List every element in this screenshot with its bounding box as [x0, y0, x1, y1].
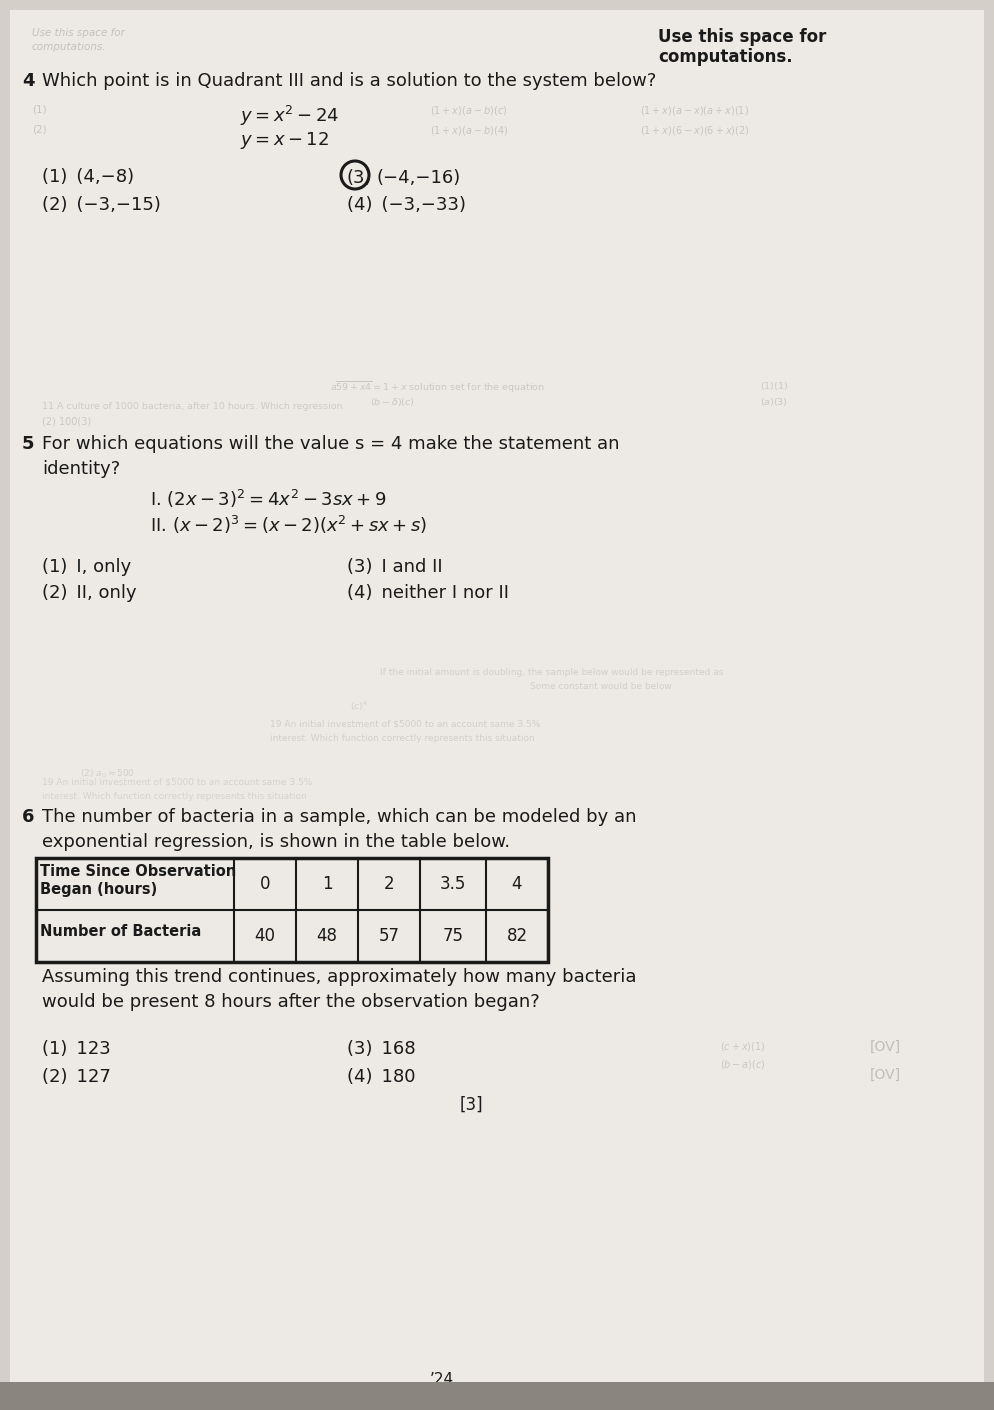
Text: $y = x^2 - 24$: $y = x^2 - 24$: [240, 104, 339, 128]
Text: 0: 0: [259, 876, 270, 893]
Text: (3) I and II: (3) I and II: [347, 558, 442, 577]
Text: $(1+x)(a-b)(c)$: $(1+x)(a-b)(c)$: [430, 104, 507, 117]
Text: interest. Which function correctly represents this situation: interest. Which function correctly repre…: [270, 735, 535, 743]
Text: computations.: computations.: [658, 48, 792, 66]
Text: 4: 4: [512, 876, 522, 893]
Text: (4) (−3,−33): (4) (−3,−33): [347, 196, 466, 214]
Text: 19 An initial investment of $5000 to an account same 3.5%: 19 An initial investment of $5000 to an …: [270, 721, 541, 729]
Text: 48: 48: [316, 926, 338, 945]
Text: The number of bacteria in a sample, which can be modeled by an: The number of bacteria in a sample, whic…: [42, 808, 636, 826]
Text: (2) II, only: (2) II, only: [42, 584, 136, 602]
Text: Some constant would be below: Some constant would be below: [530, 682, 672, 691]
FancyBboxPatch shape: [0, 1382, 994, 1410]
Text: For which equations will the value s = 4 make the statement an: For which equations will the value s = 4…: [42, 436, 619, 453]
Text: 1: 1: [322, 876, 332, 893]
Text: $(1+x)(6-x)(6+x)(2)$: $(1+x)(6-x)(6+x)(2)$: [640, 124, 749, 137]
Text: 75: 75: [442, 926, 463, 945]
Text: Use this space for: Use this space for: [32, 28, 125, 38]
Text: $(1+x)(a-b)(4)$: $(1+x)(a-b)(4)$: [430, 124, 508, 137]
Text: $(c+x)(1)$: $(c+x)(1)$: [720, 1041, 765, 1053]
Text: $(b-a)(c)$: $(b-a)(c)$: [720, 1058, 765, 1072]
Text: (2) 100(3): (2) 100(3): [42, 416, 91, 426]
Text: Which point is in Quadrant III and is a solution to the system below?: Which point is in Quadrant III and is a …: [42, 72, 656, 90]
Text: (2): (2): [32, 124, 47, 134]
Text: ’24: ’24: [430, 1372, 454, 1387]
Text: 3.5: 3.5: [439, 876, 466, 893]
Text: 19 An initial investment of $5000 to an account same 3.5%: 19 An initial investment of $5000 to an …: [42, 778, 312, 787]
Text: would be present 8 hours after the observation began?: would be present 8 hours after the obser…: [42, 993, 540, 1011]
Text: 57: 57: [379, 926, 400, 945]
Text: 6: 6: [22, 808, 35, 826]
Text: If the initial amount is doubling, the sample below would be represented as: If the initial amount is doubling, the s…: [380, 668, 724, 677]
Text: (1) 123: (1) 123: [42, 1041, 110, 1058]
Text: (3): (3): [347, 169, 373, 188]
Text: $(a)(3)$: $(a)(3)$: [760, 396, 788, 407]
Text: 2: 2: [384, 876, 395, 893]
Text: [OV]: [OV]: [870, 1041, 902, 1055]
Text: (−4,−16): (−4,−16): [377, 169, 461, 188]
Text: computations.: computations.: [32, 42, 106, 52]
Text: I. $(2x - 3)^2 = 4x^2 - 3sx + 9$: I. $(2x - 3)^2 = 4x^2 - 3sx + 9$: [150, 488, 387, 510]
Text: (2) $a_0 \approx 500$: (2) $a_0 \approx 500$: [80, 768, 135, 781]
Text: [OV]: [OV]: [870, 1067, 902, 1081]
Text: II. $(x - 2)^3 = (x - 2)(x^2 + sx + s)$: II. $(x - 2)^3 = (x - 2)(x^2 + sx + s)$: [150, 515, 427, 536]
Text: $(b-\delta)(c)$: $(b-\delta)(c)$: [370, 396, 414, 407]
FancyBboxPatch shape: [10, 10, 984, 1394]
Text: (1) (4,−8): (1) (4,−8): [42, 168, 134, 186]
Text: Use this space for: Use this space for: [658, 28, 826, 47]
Text: interest. Which function correctly represents this situation: interest. Which function correctly repre…: [42, 792, 307, 801]
Text: (1): (1): [32, 104, 47, 114]
Text: 5: 5: [22, 436, 35, 453]
Text: [3]: [3]: [460, 1096, 484, 1114]
Text: identity?: identity?: [42, 460, 120, 478]
Text: exponential regression, is shown in the table below.: exponential regression, is shown in the …: [42, 833, 510, 852]
Text: 11 A culture of 1000 bacteria, after 10 hours. Which regression: 11 A culture of 1000 bacteria, after 10 …: [42, 402, 343, 410]
Text: (1) I, only: (1) I, only: [42, 558, 131, 577]
Text: (4) 180: (4) 180: [347, 1067, 415, 1086]
Text: $(1)(1)$: $(1)(1)$: [760, 381, 788, 392]
Text: (4) neither I nor II: (4) neither I nor II: [347, 584, 509, 602]
Text: Time Since Observation: Time Since Observation: [40, 864, 237, 878]
Text: 40: 40: [254, 926, 275, 945]
Text: Assuming this trend continues, approximately how many bacteria: Assuming this trend continues, approxima…: [42, 969, 636, 986]
Text: (2) (−3,−15): (2) (−3,−15): [42, 196, 161, 214]
Text: (3) 168: (3) 168: [347, 1041, 415, 1058]
Text: Number of Bacteria: Number of Bacteria: [40, 924, 201, 939]
Text: Began (hours): Began (hours): [40, 883, 157, 897]
Text: 4: 4: [22, 72, 35, 90]
Text: $(c)^4$: $(c)^4$: [350, 699, 368, 713]
Text: (2) 127: (2) 127: [42, 1067, 111, 1086]
Text: $y = x - 12$: $y = x - 12$: [240, 130, 329, 151]
Text: $a\overline{59+x4} = 1 + x$ solution set for the equation: $a\overline{59+x4} = 1 + x$ solution set…: [330, 381, 545, 395]
Text: 82: 82: [506, 926, 528, 945]
Text: $(1+x)(a-x)(a+x)(1)$: $(1+x)(a-x)(a+x)(1)$: [640, 104, 749, 117]
